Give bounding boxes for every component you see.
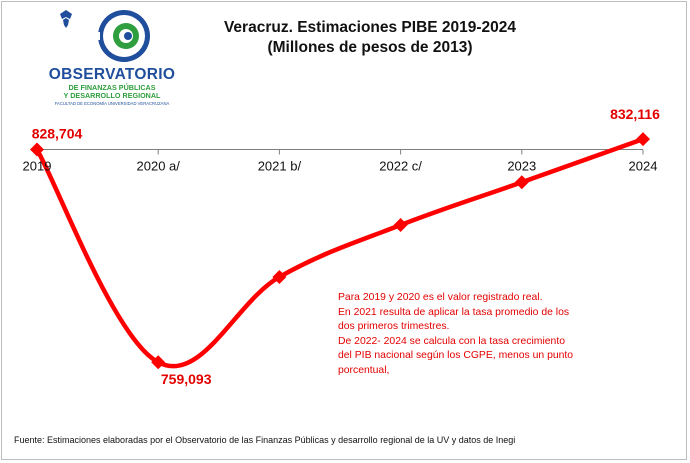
chart-title-line1: Veracruz. Estimaciones PIBE 2019-2024 — [223, 19, 517, 36]
note-line: En 2021 resulta de aplicar la tasa prome… — [338, 306, 570, 318]
note-line: porcentual, — [338, 364, 390, 376]
logo-subtitle: DE FINANZAS PÚBLICAS Y DESARROLLO REGION… — [46, 84, 178, 100]
x-tick-label: 2022 c/ — [379, 159, 422, 174]
data-point-marker — [393, 218, 408, 232]
logo-emblem-icon — [60, 10, 150, 62]
data-point-marker — [636, 132, 650, 147]
x-tick-label: 2024 — [629, 159, 658, 174]
data-label: 832,116 — [610, 106, 660, 122]
x-tick-label: 2019 — [23, 159, 52, 174]
chart-title-line2: (Millones de pesos de 2013) — [267, 39, 473, 56]
methodology-note: Para 2019 y 2020 es el valor registrado … — [338, 291, 608, 378]
note-line: De 2022- 2024 se calcula con la tasa cre… — [338, 335, 565, 347]
source-note: Fuente: Estimaciones elaboradas por el O… — [14, 435, 516, 445]
logo-title: OBSERVATORIO — [48, 66, 176, 83]
note-line: dos primeros trimestres. — [338, 321, 450, 332]
observatorio-logo: OBSERVATORIO DE FINANZAS PÚBLICAS Y DESA… — [46, 6, 196, 106]
chart-title: Veracruz. Estimaciones PIBE 2019-2024 (M… — [160, 18, 580, 58]
x-tick-label: 2023 — [507, 159, 536, 174]
data-label: 759,093 — [161, 371, 212, 387]
data-label: 828,704 — [32, 126, 83, 142]
data-point-marker — [151, 355, 166, 370]
x-tick-label: 2021 b/ — [258, 159, 302, 174]
note-line: Para 2019 y 2020 es el valor registrado … — [338, 292, 543, 303]
logo-subtitle-line1: DE FINANZAS PÚBLICAS — [68, 83, 156, 92]
data-point-marker — [514, 175, 529, 190]
note-line: del PIB nacional según los CGPE, menos u… — [338, 350, 574, 361]
logo-subtitle-line2: Y DESARROLLO REGIONAL — [63, 91, 161, 100]
data-point-marker — [30, 142, 44, 157]
data-point-marker — [272, 269, 287, 284]
x-tick-label: 2020 a/ — [137, 159, 181, 174]
logo-faculty: FACULTAD DE ECONOMÍA UNIVERSIDAD VERACRU… — [54, 101, 170, 106]
